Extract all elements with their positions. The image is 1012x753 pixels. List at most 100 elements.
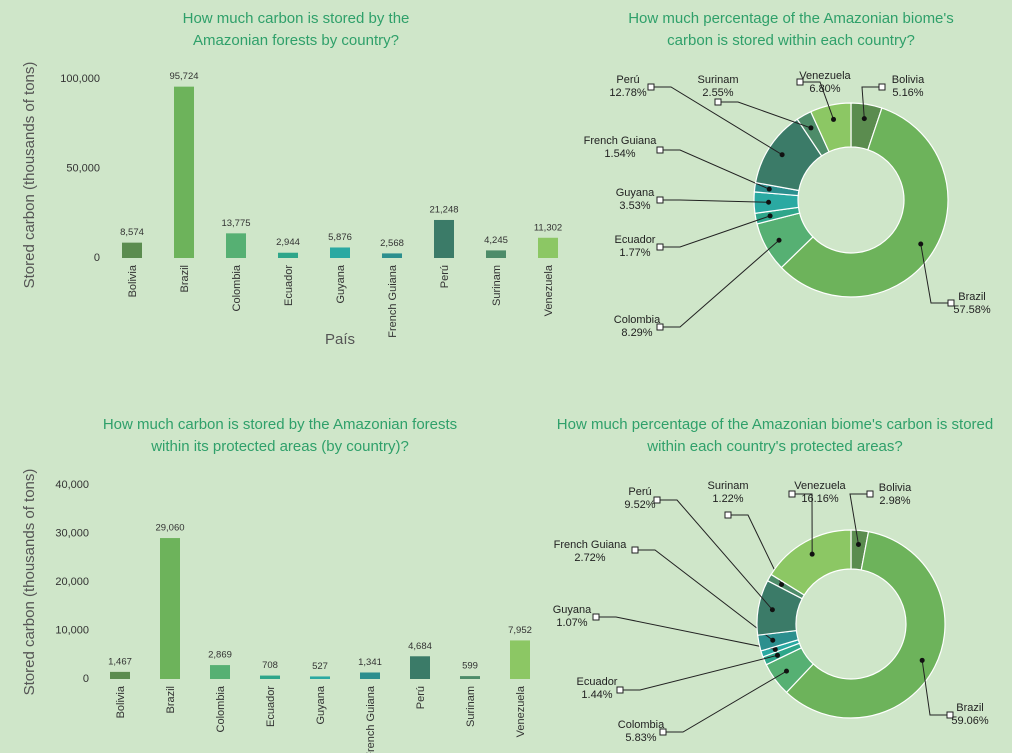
value-label: 4,245 [484, 235, 508, 246]
leader-line [657, 499, 773, 611]
leader-line [635, 549, 774, 641]
leader-dot [769, 607, 775, 613]
y-tick-label: 0 [94, 252, 100, 264]
x-tick-label: Surinam [465, 686, 477, 727]
leader-line [718, 101, 812, 129]
value-label: 1,341 [358, 657, 382, 668]
value-label: 7,952 [508, 625, 532, 636]
slice-name: Colombia [614, 314, 661, 326]
bar [226, 233, 246, 258]
slice-value: 1.22% [712, 493, 743, 505]
leader-dot [770, 637, 776, 643]
bar [278, 252, 298, 258]
x-tick-label: Venezuela [515, 685, 527, 737]
x-tick-label: Bolivia [115, 685, 127, 718]
slice-name: Perú [616, 74, 639, 86]
bar [538, 237, 558, 258]
slice-value: 8.29% [621, 327, 652, 339]
leader-line [660, 149, 770, 190]
leader-marker [724, 511, 732, 519]
leader-line [861, 86, 882, 119]
x-tick-label: French Guiana [365, 685, 377, 753]
leader-marker [788, 490, 796, 498]
leader-dot [918, 241, 924, 247]
x-tick-label: Colombia [215, 685, 227, 732]
leader-line [596, 616, 776, 650]
leader-marker [647, 83, 655, 91]
slice-value: 2.72% [574, 552, 605, 564]
slice-value: 5.83% [625, 732, 656, 744]
leader-marker [592, 613, 600, 621]
y-axis-label: Stored carbon (thousands of tons) [21, 62, 38, 289]
leader-line [663, 670, 787, 733]
leader-dot [831, 116, 837, 122]
donut-segment [780, 107, 949, 298]
x-tick-label: Perú [415, 686, 427, 709]
leader-marker [947, 299, 955, 307]
y-tick-label: 40,000 [55, 479, 89, 491]
leader-line [620, 654, 778, 691]
x-tick-label: French Guiana [387, 264, 399, 338]
slice-name: Surinam [698, 74, 739, 86]
slice-value: 1.54% [604, 148, 635, 160]
slice-value: 9.52% [624, 499, 655, 511]
y-tick-label: 100,000 [60, 73, 100, 85]
bar [210, 665, 230, 679]
bar [160, 538, 180, 679]
x-tick-label: Ecuador [265, 686, 277, 727]
leader-line [728, 514, 782, 585]
leader-line [800, 81, 834, 120]
value-label: 2,944 [276, 237, 300, 248]
slice-value: 2.55% [702, 87, 733, 99]
slice-name: French Guiana [554, 539, 628, 551]
leader-marker [866, 490, 874, 498]
slice-name: Brazil [956, 702, 984, 714]
x-tick-label: Venezuela [543, 264, 555, 316]
slice-value: 57.58% [953, 304, 991, 316]
bar [174, 86, 194, 258]
slice-value: 6.80% [809, 83, 840, 95]
donut-segment [770, 529, 852, 596]
bar [510, 640, 530, 679]
leader-dot [919, 657, 925, 663]
slice-name: Ecuador [577, 676, 618, 688]
chart-title: How much percentage of the Amazonian bio… [556, 416, 994, 455]
leader-dot [855, 541, 861, 547]
x-tick-label: Guyana [315, 685, 327, 724]
x-tick-label: Perú [439, 265, 451, 288]
x-tick-label: Bolivia [127, 264, 139, 297]
leader-dot [783, 668, 789, 674]
slice-name: Perú [628, 486, 651, 498]
bar [434, 219, 454, 258]
bar [410, 656, 430, 679]
value-label: 95,724 [169, 71, 198, 82]
x-tick-label: Brazil [179, 265, 191, 293]
slice-value: 2.98% [879, 495, 910, 507]
bar [330, 247, 350, 258]
leader-marker [656, 323, 664, 331]
x-tick-label: Brazil [165, 686, 177, 714]
x-tick-label: Colombia [231, 264, 243, 311]
slice-value: 1.77% [619, 247, 650, 259]
leader-dot [774, 652, 780, 658]
bar [260, 675, 280, 679]
leader-marker [656, 243, 664, 251]
leader-line [920, 243, 951, 304]
leader-dot [776, 237, 782, 243]
leader-line [792, 493, 813, 555]
bar [486, 250, 506, 258]
slice-name: Venezuela [794, 480, 846, 492]
slice-name: Guyana [616, 187, 655, 199]
x-axis-label: País [325, 331, 355, 348]
leader-marker [946, 711, 954, 719]
leader-marker [659, 728, 667, 736]
leader-line [660, 215, 771, 248]
bar [310, 676, 330, 679]
slice-value: 1.07% [556, 617, 587, 629]
bar [122, 242, 142, 258]
bar [110, 671, 130, 679]
leader-line [660, 239, 780, 328]
value-label: 21,248 [429, 204, 458, 215]
slice-name: Brazil [958, 291, 986, 303]
